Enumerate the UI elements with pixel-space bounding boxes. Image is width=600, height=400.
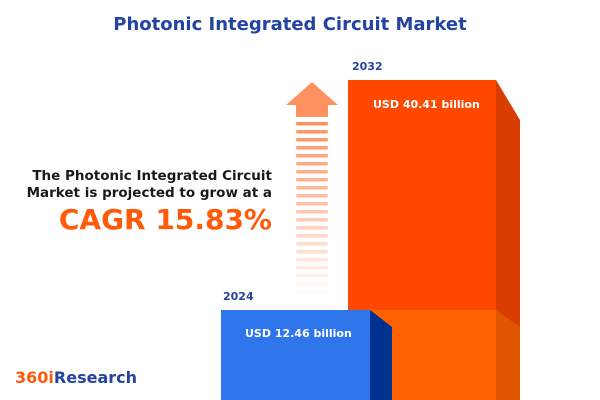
arrow-stripe xyxy=(296,146,328,150)
arrow-stripe xyxy=(296,202,328,206)
arrow-stripe xyxy=(296,130,328,134)
logo: 360iResearch xyxy=(15,368,137,387)
growth-arrow-icon xyxy=(286,82,338,294)
year-label-2024: 2024 xyxy=(223,290,254,303)
arrow-stripe xyxy=(296,194,328,198)
data-label-2024: USD 12.46 billion xyxy=(245,327,352,340)
arrow-stripe xyxy=(296,290,328,294)
arrow-stripe xyxy=(296,242,328,246)
description-line: The Photonic Integrated Circuit xyxy=(32,168,272,184)
arrow-stripe xyxy=(296,282,328,286)
arrow-stripe xyxy=(296,170,328,174)
bar-2032-lower-side xyxy=(496,310,520,400)
bar-2024 xyxy=(221,310,370,400)
arrow-stripe xyxy=(296,210,328,214)
arrow-stripe xyxy=(296,234,328,238)
growth-description: The Photonic Integrated Circuit Market i… xyxy=(27,168,272,202)
arrow-stripe xyxy=(296,138,328,142)
page-title: Photonic Integrated Circuit Market xyxy=(113,14,467,35)
arrow-stripe xyxy=(296,266,328,270)
arrow-stripe xyxy=(296,122,328,126)
arrow-stripe xyxy=(296,226,328,230)
arrow-stripe xyxy=(296,186,328,190)
data-label-2032: USD 40.41 billion xyxy=(373,98,480,111)
cagr-value: CAGR 15.83% xyxy=(58,203,272,236)
year-label-2032: 2032 xyxy=(352,60,383,73)
arrow-stripe xyxy=(296,162,328,166)
arrow-stripe xyxy=(296,250,328,254)
arrow-stripe xyxy=(296,218,328,222)
arrow-stripe xyxy=(296,178,328,182)
description-line: Market is projected to grow at a xyxy=(26,185,272,201)
arrow-stripe xyxy=(296,274,328,278)
arrow-stripe xyxy=(296,154,328,158)
arrow-stripe xyxy=(296,258,328,262)
bar-2024-side xyxy=(370,310,392,400)
